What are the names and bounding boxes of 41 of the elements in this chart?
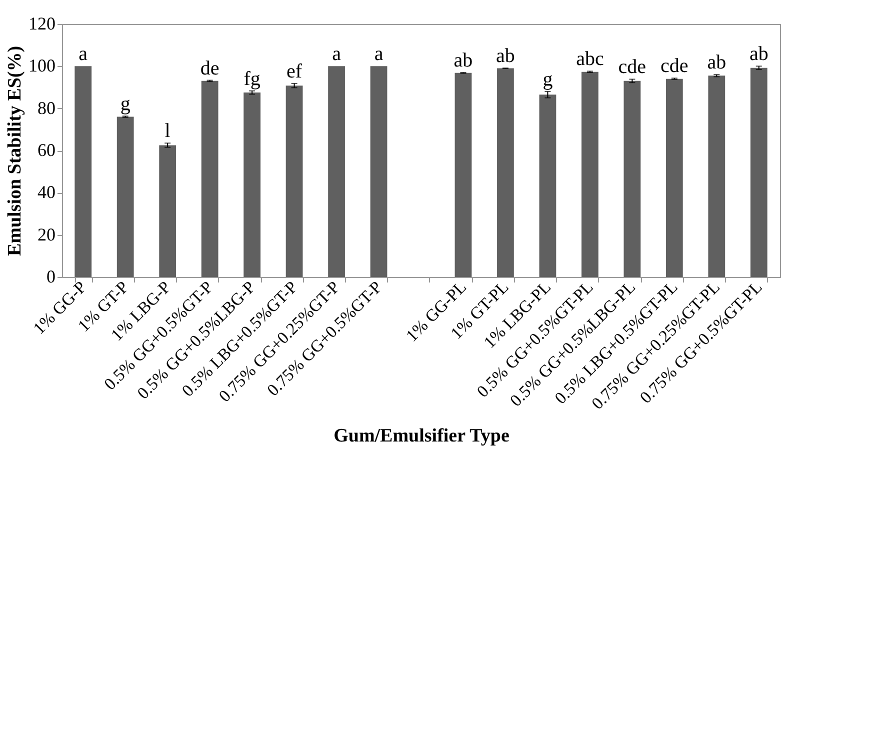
y-tick-label: 20: [38, 224, 56, 244]
bar: [74, 66, 92, 277]
y-tick-label: 40: [38, 182, 56, 202]
y-axis-title: Emulsion Stability ES(%): [4, 46, 26, 256]
data-label: de: [200, 57, 220, 80]
data-label: ab: [749, 43, 768, 66]
x-axis-title: Gum/Emulsifier Type: [334, 425, 510, 446]
data-label: a: [332, 43, 342, 66]
data-label: a: [374, 43, 384, 66]
data-label: fg: [244, 68, 260, 90]
bar: [666, 78, 683, 277]
data-label: ab: [454, 49, 473, 72]
bar: [159, 145, 176, 277]
bar: [539, 94, 556, 277]
y-tick-label: 120: [28, 14, 56, 34]
bar: [497, 68, 514, 277]
data-label: abc: [576, 48, 604, 70]
bar: [244, 92, 261, 277]
y-tick-label: 60: [38, 140, 56, 160]
data-label: ab: [496, 45, 515, 68]
bar: [454, 72, 472, 277]
y-tick-label: 100: [28, 56, 56, 76]
data-label: cde: [660, 55, 688, 78]
bar: [286, 86, 303, 277]
bar: [116, 116, 134, 277]
data-label: a: [78, 43, 88, 66]
bar: [328, 66, 345, 277]
bar: [624, 80, 641, 277]
data-label: cde: [618, 56, 646, 78]
bar: [201, 80, 218, 277]
data-label: g: [120, 93, 130, 116]
y-tick-label: 0: [46, 266, 56, 286]
data-label: ab: [707, 52, 726, 74]
bar: [581, 72, 598, 277]
data-label: ef: [286, 60, 302, 82]
y-tick-label: 80: [38, 98, 56, 118]
data-label: l: [164, 120, 171, 142]
bar: [708, 76, 726, 277]
bar: [370, 66, 388, 277]
bar: [750, 68, 768, 277]
data-label: g: [542, 68, 553, 90]
